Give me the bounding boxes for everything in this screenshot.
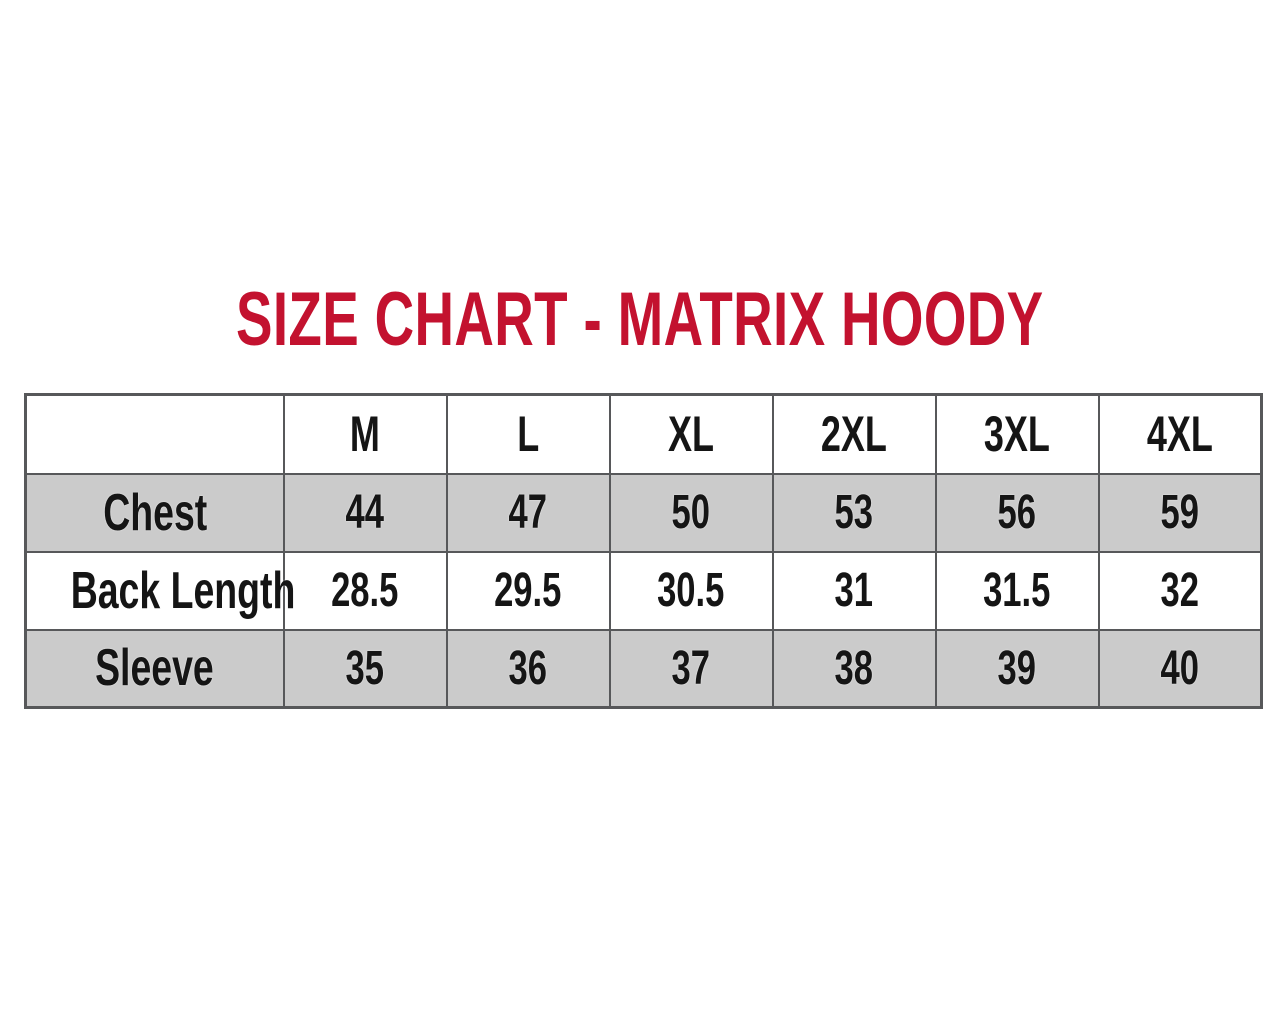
table-row-back-length: Back Length 28.5 29.5 30.5 31 31.5 32 [24,550,1263,631]
column-header-text: 3XL [983,406,1051,463]
row-label-text: Chest [102,483,207,542]
size-value-text: 39 [997,641,1037,695]
size-value-cell: 36 [445,628,611,709]
size-value-cell: 59 [1097,472,1263,553]
size-value-text: 40 [1160,641,1199,695]
size-value-cell: 37 [608,628,774,709]
page-title: SIZE CHART - MATRIX HOODY [0,282,1280,358]
size-value-cell: 31 [771,550,937,631]
size-value-cell: 28.5 [282,550,448,631]
size-value-cell: 44 [282,472,448,553]
size-value-cell: 30.5 [608,550,774,631]
size-value-cell: 39 [934,628,1100,709]
size-value-cell: 29.5 [445,550,611,631]
column-header-4xl: 4XL [1097,393,1263,475]
column-header-text: XL [667,406,715,463]
size-value-text: 56 [997,486,1037,539]
size-value-text: 36 [508,641,548,695]
column-header-m: M [282,393,448,475]
table-row-sleeve: Sleeve 35 36 37 38 39 40 [24,628,1263,709]
size-value-cell: 40 [1097,628,1263,709]
size-value-text: 38 [834,641,874,695]
size-value-cell: 35 [282,628,448,709]
size-value-text: 30.5 [657,564,725,617]
size-value-cell: 47 [445,472,611,553]
size-value-cell: 38 [771,628,937,709]
column-header-3xl: 3XL [934,393,1100,475]
column-header-text: 4XL [1146,406,1213,463]
size-value-text: 47 [508,486,548,539]
size-value-text: 31 [834,564,874,617]
size-value-text: 28.5 [331,564,399,617]
size-value-text: 29.5 [494,564,562,617]
size-value-cell: 56 [934,472,1100,553]
row-label-text: Back Length [70,561,296,620]
size-value-cell: 50 [608,472,774,553]
size-value-text: 37 [671,641,711,695]
size-value-text: 59 [1160,486,1199,539]
column-header-l: L [445,393,611,475]
row-label-text: Sleeve [95,639,215,698]
column-header-xl: XL [608,393,774,475]
page-title-text: SIZE CHART - MATRIX HOODY [236,277,1044,362]
size-value-text: 35 [345,641,385,695]
size-value-text: 53 [834,486,874,539]
size-value-text: 44 [345,486,385,539]
column-header-text: 2XL [820,406,888,463]
table-row-chest: Chest 44 47 50 53 56 59 [24,472,1263,553]
row-label-back-length: Back Length [24,550,295,631]
size-value-text: 31.5 [983,564,1051,617]
size-value-cell: 53 [771,472,937,553]
column-header-text: L [516,406,539,463]
header-row: M L XL 2XL 3XL 4XL [24,393,1263,475]
size-value-cell: 31.5 [934,550,1100,631]
column-header-2xl: 2XL [771,393,937,475]
size-value-text: 32 [1160,564,1199,617]
row-label-chest: Chest [24,472,285,553]
size-value-text: 50 [671,486,711,539]
size-value-cell: 32 [1097,550,1263,631]
row-label-sleeve: Sleeve [24,628,285,709]
column-header-text: M [350,406,380,463]
size-table: M L XL 2XL 3XL 4XL [24,393,1263,709]
column-header-blank [24,393,285,475]
